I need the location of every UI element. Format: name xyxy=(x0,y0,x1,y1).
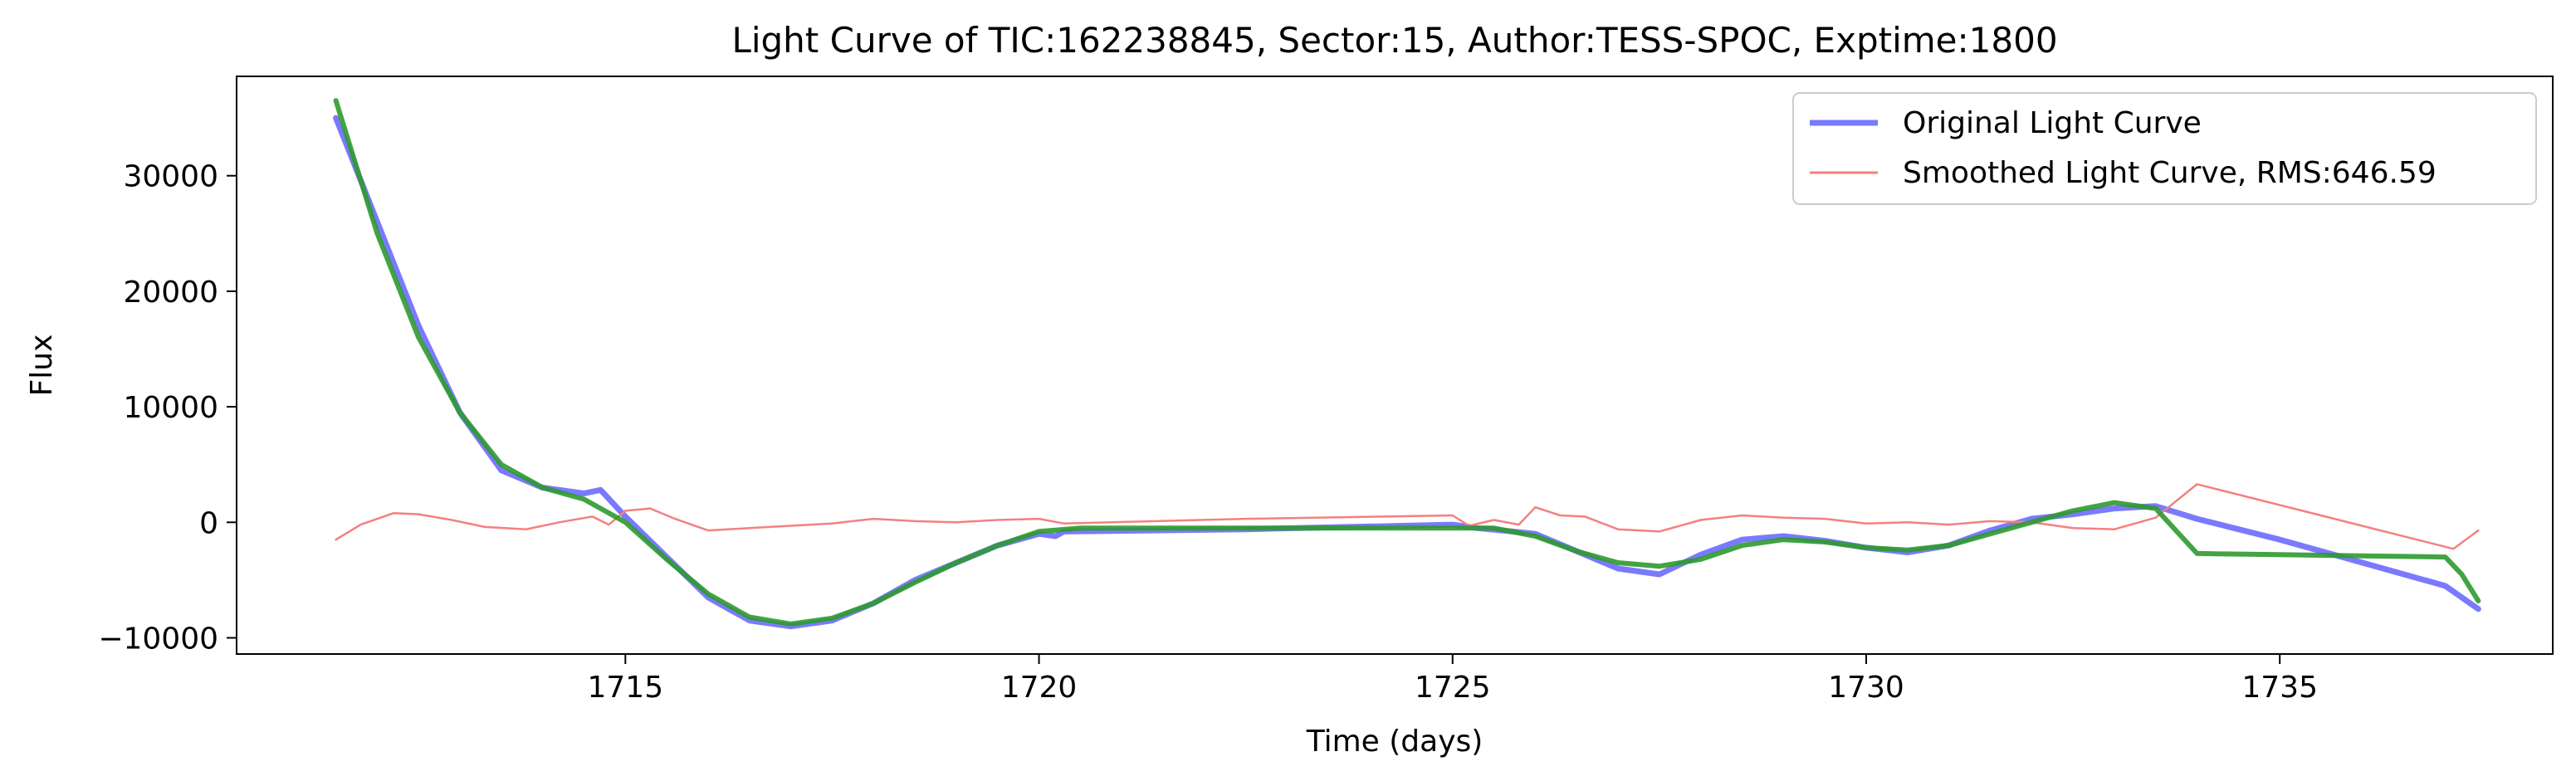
x-tick-label: 1715 xyxy=(588,671,664,705)
plot-area xyxy=(236,76,2554,655)
legend-label-smoothed: Smoothed Light Curve, RMS:646.59 xyxy=(1903,156,2437,190)
legend-label-original: Original Light Curve xyxy=(1903,106,2202,140)
series-smoothed-line xyxy=(335,483,2480,550)
y-tick-label: 0 xyxy=(199,506,218,540)
x-tick-label: 1720 xyxy=(1001,671,1078,705)
chart-title: Light Curve of TIC:162238845, Sector:15,… xyxy=(731,20,2057,61)
series-fit-line xyxy=(333,98,2481,627)
y-tick-label: 20000 xyxy=(123,276,218,310)
legend: Original Light Curve Smoothed Light Curv… xyxy=(1792,92,2537,205)
legend-frame xyxy=(1792,92,2537,205)
y-tick-label: 30000 xyxy=(123,160,218,194)
y-axis-label: Flux xyxy=(25,334,59,397)
x-axis-label: Time (days) xyxy=(1306,725,1484,759)
x-axis-ticks: 1715 1720 1725 1730 1735 xyxy=(588,654,2318,705)
x-tick-label: 1725 xyxy=(1415,671,1491,705)
y-axis-ticks: −10000 0 10000 20000 30000 xyxy=(98,160,237,657)
x-tick-label: 1735 xyxy=(2241,671,2318,705)
y-tick-label: −10000 xyxy=(98,622,218,657)
y-tick-label: 10000 xyxy=(123,391,218,425)
x-tick-label: 1730 xyxy=(1828,671,1904,705)
series-layer xyxy=(333,98,2481,630)
axes-frame xyxy=(236,76,2554,655)
